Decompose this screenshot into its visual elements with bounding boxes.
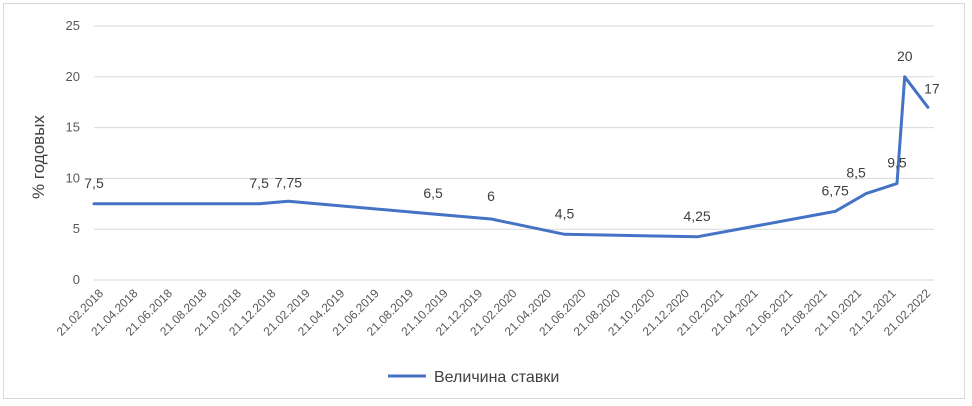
data-label: 6,75 xyxy=(822,182,849,198)
data-label: 7,75 xyxy=(275,174,302,190)
data-label: 17 xyxy=(924,80,940,96)
data-label: 20 xyxy=(897,48,913,64)
y-tick-label: 20 xyxy=(66,69,80,84)
data-label: 7,5 xyxy=(84,175,104,191)
y-axis-title: % годовых xyxy=(29,115,48,199)
data-label: 4,25 xyxy=(683,208,710,224)
series-line xyxy=(92,75,930,239)
y-tick-label: 25 xyxy=(66,18,80,33)
data-label: 6,5 xyxy=(423,185,443,201)
data-label: 4,5 xyxy=(555,205,575,221)
y-tick-label: 0 xyxy=(73,272,80,287)
y-tick-label: 15 xyxy=(66,120,80,135)
data-label: 6 xyxy=(487,188,495,204)
legend-label: Величина ставки xyxy=(434,369,559,386)
y-tick-label: 10 xyxy=(66,170,80,185)
data-label: 8,5 xyxy=(846,165,866,181)
data-label: 7,5 xyxy=(249,175,269,191)
data-label: 9,5 xyxy=(887,154,907,170)
y-tick-label: 5 xyxy=(73,221,80,236)
chart-frame: 0 5 10 15 20 25% годовых 21.02.2018 21.04.2018 2… xyxy=(3,3,965,399)
